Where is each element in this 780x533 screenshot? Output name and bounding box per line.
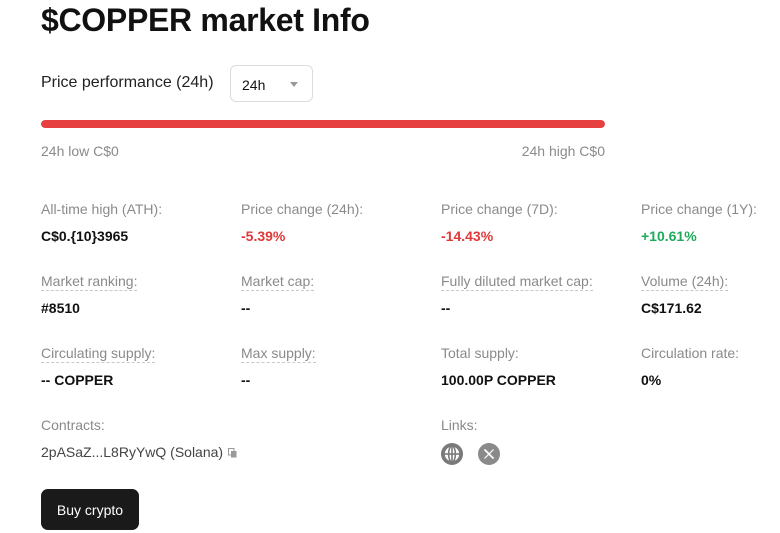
- page-title: $COPPER market Info: [41, 2, 370, 38]
- stat-label: Circulation rate:: [641, 345, 740, 361]
- stat-max-supply: Max supply: --: [241, 345, 316, 388]
- price-range-fill: [41, 120, 605, 128]
- stat-market-cap: Market cap: --: [241, 273, 315, 316]
- stat-label[interactable]: Circulating supply:: [41, 345, 156, 363]
- stat-price-change-1y: Price change (1Y): +10.61%: [641, 201, 757, 244]
- stat-label: Total supply:: [441, 345, 519, 361]
- stat-market-ranking: Market ranking: #8510: [41, 273, 138, 316]
- stat-price-change-7d: Price change (7D): -14.43%: [441, 201, 558, 244]
- links-icons: [441, 443, 500, 465]
- stat-value: --: [241, 300, 251, 316]
- stat-volume-24h: Volume (24h): C$171.62: [641, 273, 729, 316]
- stat-label[interactable]: Fully diluted market cap:: [441, 273, 593, 291]
- period-dropdown-value: 24h: [242, 77, 266, 93]
- stat-value: +10.61%: [641, 228, 697, 244]
- copy-icon[interactable]: [228, 448, 237, 458]
- stat-label[interactable]: Volume (24h):: [641, 273, 729, 291]
- stat-label: Price change (24h):: [241, 201, 364, 217]
- contracts-section: Contracts:: [41, 417, 105, 435]
- stat-label: Price change (7D):: [441, 201, 558, 217]
- stat-circulation-rate: Circulation rate: 0%: [641, 345, 740, 388]
- stat-label: All-time high (ATH):: [41, 201, 163, 217]
- price-range-bar: [41, 120, 605, 128]
- stat-label[interactable]: Market ranking:: [41, 273, 138, 291]
- buy-crypto-button[interactable]: Buy crypto: [41, 489, 139, 530]
- stat-value: C$0.{10}3965: [41, 228, 129, 244]
- range-high-label: 24h high C$0: [521, 143, 605, 159]
- price-performance-label: Price performance (24h): [41, 74, 214, 91]
- contracts-label: Contracts:: [41, 417, 105, 433]
- stat-value: -- COPPER: [41, 372, 114, 388]
- stat-ath: All-time high (ATH): C$0.{10}3965: [41, 201, 163, 244]
- stat-value: #8510: [41, 300, 80, 316]
- stat-value: -5.39%: [241, 228, 286, 244]
- chevron-down-icon: [290, 82, 298, 87]
- links-section: Links:: [441, 417, 478, 435]
- stat-label: Price change (1Y):: [641, 201, 757, 217]
- stat-value: 100.00P COPPER: [441, 372, 556, 388]
- contract-address-text: 2pASaZ...L8RyYwQ (Solana): [41, 444, 224, 460]
- stat-circulating-supply: Circulating supply: -- COPPER: [41, 345, 156, 388]
- x-logo-icon[interactable]: [478, 443, 500, 465]
- period-dropdown[interactable]: 24h: [230, 65, 313, 102]
- stat-fully-diluted-market-cap: Fully diluted market cap: --: [441, 273, 593, 316]
- range-low-label: 24h low C$0: [41, 143, 119, 159]
- stat-value: C$171.62: [641, 300, 702, 316]
- stat-total-supply: Total supply: 100.00P COPPER: [441, 345, 556, 388]
- stat-value: -14.43%: [441, 228, 494, 244]
- stat-value: --: [241, 372, 251, 388]
- stat-label[interactable]: Max supply:: [241, 345, 316, 363]
- stat-price-change-24h: Price change (24h): -5.39%: [241, 201, 364, 244]
- contract-address: 2pASaZ...L8RyYwQ (Solana): [41, 444, 237, 460]
- links-label: Links:: [441, 417, 478, 433]
- globe-icon[interactable]: [441, 443, 463, 465]
- stat-value: 0%: [641, 372, 662, 388]
- stat-value: --: [441, 300, 451, 316]
- stat-label[interactable]: Market cap:: [241, 273, 315, 291]
